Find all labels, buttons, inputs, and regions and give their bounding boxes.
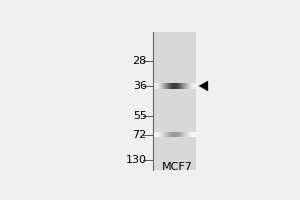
Bar: [167, 132, 168, 137]
Bar: [180, 83, 181, 89]
Bar: [186, 132, 187, 137]
Bar: [169, 132, 170, 137]
Bar: [163, 132, 164, 137]
Bar: [162, 132, 163, 137]
Bar: [156, 83, 157, 89]
Bar: [192, 83, 193, 89]
Bar: [189, 83, 190, 89]
Bar: [183, 132, 184, 137]
Bar: [191, 132, 192, 137]
Bar: [154, 83, 155, 89]
Bar: [161, 83, 162, 89]
Bar: [160, 132, 161, 137]
Bar: [191, 83, 192, 89]
Bar: [194, 132, 195, 137]
Bar: [173, 83, 174, 89]
Text: 130: 130: [126, 155, 147, 165]
Bar: [177, 132, 178, 137]
Bar: [176, 132, 177, 137]
Bar: [187, 132, 188, 137]
Bar: [182, 132, 183, 137]
Bar: [157, 132, 158, 137]
Bar: [159, 132, 160, 137]
Bar: [159, 83, 160, 89]
Bar: [171, 132, 172, 137]
Bar: [184, 132, 185, 137]
Bar: [188, 83, 189, 89]
Bar: [193, 83, 194, 89]
Bar: [177, 83, 178, 89]
Bar: [163, 83, 164, 89]
Bar: [158, 83, 159, 89]
Bar: [167, 83, 168, 89]
Bar: [160, 83, 161, 89]
Bar: [169, 132, 170, 137]
Bar: [190, 132, 191, 137]
Bar: [164, 83, 165, 89]
Bar: [190, 83, 191, 89]
Bar: [165, 83, 166, 89]
Bar: [172, 83, 173, 89]
Bar: [179, 132, 180, 137]
Bar: [155, 83, 156, 89]
Bar: [185, 83, 186, 89]
Bar: [183, 83, 184, 89]
Bar: [195, 83, 196, 89]
Bar: [176, 83, 177, 89]
Bar: [172, 132, 173, 137]
Bar: [168, 132, 169, 137]
Bar: [185, 132, 186, 137]
Text: MCF7: MCF7: [162, 162, 192, 172]
Bar: [180, 132, 181, 137]
Bar: [174, 83, 175, 89]
Text: 36: 36: [133, 81, 147, 91]
Bar: [174, 132, 175, 137]
Bar: [195, 132, 196, 137]
Bar: [178, 132, 179, 137]
Bar: [168, 83, 169, 89]
Bar: [182, 83, 183, 89]
Bar: [179, 83, 180, 89]
Bar: [154, 32, 196, 170]
Bar: [189, 132, 190, 137]
Bar: [193, 132, 194, 137]
Bar: [155, 132, 156, 137]
Bar: [158, 132, 159, 137]
Bar: [192, 132, 193, 137]
Bar: [186, 83, 187, 89]
Bar: [178, 83, 179, 89]
Text: 28: 28: [133, 56, 147, 66]
Bar: [170, 132, 171, 137]
Text: 55: 55: [133, 111, 147, 121]
Bar: [194, 83, 195, 89]
Bar: [187, 83, 188, 89]
Bar: [157, 83, 158, 89]
Bar: [164, 132, 165, 137]
Polygon shape: [199, 81, 208, 91]
Bar: [169, 83, 170, 89]
Bar: [165, 132, 166, 137]
Bar: [161, 132, 162, 137]
Bar: [181, 132, 182, 137]
Bar: [173, 132, 174, 137]
Bar: [156, 132, 157, 137]
Bar: [181, 83, 182, 89]
Bar: [171, 83, 172, 89]
Bar: [169, 83, 170, 89]
Bar: [184, 83, 185, 89]
Text: 72: 72: [133, 130, 147, 140]
Bar: [188, 132, 189, 137]
Bar: [160, 132, 161, 137]
Bar: [170, 83, 171, 89]
Bar: [154, 32, 196, 170]
Bar: [162, 83, 163, 89]
Bar: [160, 83, 161, 89]
Bar: [154, 132, 155, 137]
